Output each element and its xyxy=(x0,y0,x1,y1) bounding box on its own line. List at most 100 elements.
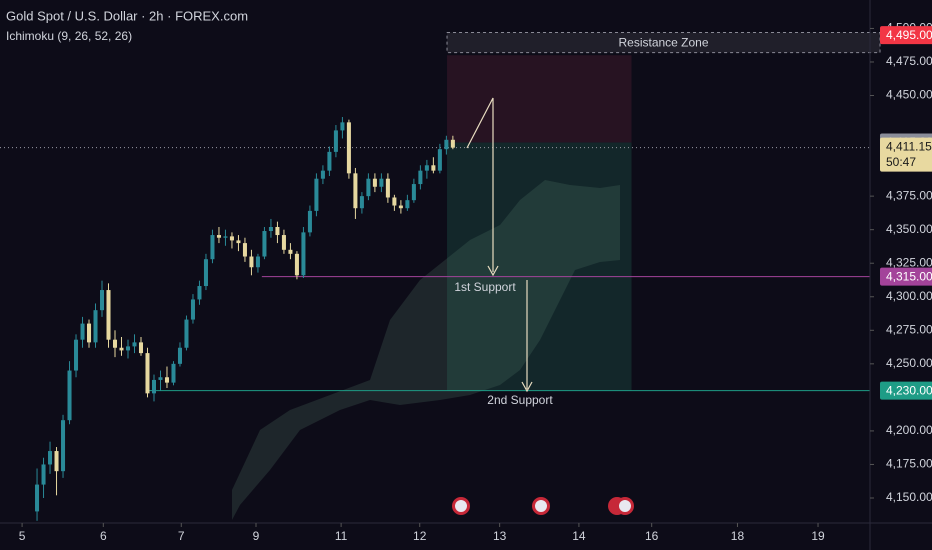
candle-body xyxy=(333,130,338,152)
price-label: 4,495.00 xyxy=(886,28,932,42)
candle-body xyxy=(301,232,306,276)
price-label: 4,315.00 xyxy=(886,269,932,283)
candle-body xyxy=(424,165,429,171)
arrow-path xyxy=(466,97,494,272)
x-tick-label: 12 xyxy=(413,529,427,543)
y-tick-label: 4,175.00 xyxy=(886,457,932,471)
candle-body xyxy=(93,310,98,343)
candle-body xyxy=(450,139,455,148)
risk-zone xyxy=(447,55,632,143)
price-label: 4,411.15 xyxy=(886,139,932,153)
candle-body xyxy=(125,346,131,351)
candle-body xyxy=(87,323,92,343)
candle-body xyxy=(74,339,79,371)
candle-body xyxy=(340,122,345,131)
annotation: 1st Support xyxy=(454,280,516,294)
y-tick-label: 4,450.00 xyxy=(886,88,932,102)
candle-body xyxy=(138,342,144,354)
x-tick-label: 9 xyxy=(253,529,260,543)
x-tick-label: 11 xyxy=(335,529,348,543)
price-label-box xyxy=(880,381,932,400)
x-tick-label: 16 xyxy=(645,529,659,543)
price-label: 4,230.00 xyxy=(886,383,932,397)
candle-body xyxy=(80,323,85,340)
y-tick-label: 4,300.00 xyxy=(886,289,932,303)
candle-body xyxy=(229,236,234,241)
x-tick-label: 6 xyxy=(100,529,107,543)
candle-body xyxy=(288,249,293,254)
candle-body xyxy=(145,353,150,394)
zone-label: Resistance Zone xyxy=(618,36,708,50)
x-tick-label: 18 xyxy=(731,529,745,543)
candle-body xyxy=(242,243,247,257)
risk-zone xyxy=(447,142,632,391)
ichimoku-cloud xyxy=(232,180,620,520)
candle-body xyxy=(197,286,202,300)
candle-body xyxy=(262,231,267,257)
candle-body xyxy=(61,420,66,472)
candle-body xyxy=(359,196,364,209)
plot xyxy=(0,116,870,521)
candle-body xyxy=(106,290,111,340)
candle-body xyxy=(353,173,358,209)
x-tick-label: 19 xyxy=(811,529,825,543)
candle-body xyxy=(158,377,163,380)
candle-body xyxy=(431,165,436,171)
candle-body xyxy=(164,377,169,383)
price-label-box xyxy=(880,137,932,172)
candle-body xyxy=(112,339,118,348)
candle-body xyxy=(190,299,195,320)
indicator-label: Ichimoku (9, 26, 52, 26) xyxy=(6,29,132,43)
candle-body xyxy=(99,290,105,311)
candle-body xyxy=(67,370,72,421)
x-tick-label: 14 xyxy=(572,529,586,543)
y-tick-label: 4,275.00 xyxy=(886,322,932,336)
y-tick-label: 4,250.00 xyxy=(886,356,932,370)
candle-body xyxy=(210,235,215,260)
x-tick-label: 5 xyxy=(19,529,26,543)
candle-body xyxy=(151,379,157,394)
y-tick-label: 4,475.00 xyxy=(886,54,932,68)
candle-body xyxy=(255,256,260,268)
annotation: 2nd Support xyxy=(487,393,553,407)
x-tick-label: 7 xyxy=(178,529,185,543)
candle-body xyxy=(320,170,325,179)
candle-body xyxy=(385,178,390,198)
candle-body xyxy=(35,484,40,512)
candle-body xyxy=(366,178,371,197)
candle-body xyxy=(392,197,397,206)
candle-body xyxy=(203,259,208,287)
candle-body xyxy=(307,210,312,233)
candle-body xyxy=(268,226,273,232)
candle-body xyxy=(171,363,176,383)
arrow-head xyxy=(487,265,499,277)
candle-body xyxy=(41,464,46,485)
resistance-zone xyxy=(446,31,881,54)
event-flag xyxy=(535,500,547,512)
candle-body xyxy=(275,226,280,236)
countdown-label: 50:47 xyxy=(886,155,916,169)
x-tick-label: 13 xyxy=(493,529,507,543)
candle-body xyxy=(184,319,189,348)
candle-body xyxy=(223,236,228,238)
candle-body xyxy=(372,178,377,187)
candle-body xyxy=(346,122,351,174)
chart-title: Gold Spot / U.S. Dollar · 2h · FOREX.com xyxy=(6,8,248,23)
candle-body xyxy=(379,178,384,187)
candle-body xyxy=(177,347,182,364)
zones xyxy=(446,31,881,391)
candle-body xyxy=(249,256,254,268)
candle-body xyxy=(281,235,286,250)
candle-body xyxy=(132,342,137,347)
y-tick-label: 4,150.00 xyxy=(886,490,932,504)
candle-body xyxy=(314,178,319,211)
candle-body xyxy=(437,149,442,171)
y-tick-label: 4,325.00 xyxy=(886,255,932,269)
candle-body xyxy=(48,451,53,465)
price-label-box xyxy=(880,267,932,286)
event-flag xyxy=(619,500,631,512)
arrows xyxy=(466,97,533,393)
event-flags xyxy=(452,497,634,515)
